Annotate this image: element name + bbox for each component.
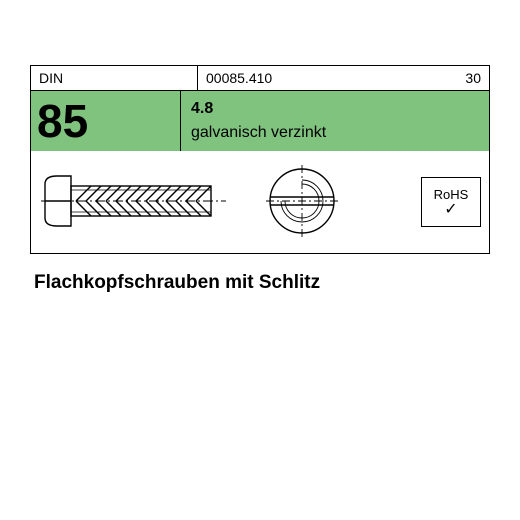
- rohs-label: RoHS: [434, 187, 469, 202]
- article-number: 00085.410: [198, 66, 428, 90]
- screw-top-view-icon: [266, 165, 338, 237]
- spec-details: 4.8 galvanisch verzinkt: [181, 91, 489, 151]
- product-spec-card: DIN 00085.410 30 85 4.8 galvanisch verzi…: [0, 0, 520, 520]
- grade: 4.8: [191, 97, 479, 121]
- standard-label: DIN: [31, 66, 198, 90]
- din-number: 85: [31, 91, 181, 151]
- spec-row: 85 4.8 galvanisch verzinkt: [31, 91, 489, 151]
- check-icon: ✓: [444, 202, 457, 218]
- diagram-row: RoHS ✓: [31, 151, 489, 253]
- spec-frame: DIN 00085.410 30 85 4.8 galvanisch verzi…: [30, 65, 490, 254]
- header-row: DIN 00085.410 30: [31, 66, 489, 91]
- finish: galvanisch verzinkt: [191, 121, 479, 145]
- screw-side-view-icon: [41, 172, 226, 230]
- rohs-badge: RoHS ✓: [421, 177, 481, 227]
- product-title: Flachkopfschrauben mit Schlitz: [30, 254, 490, 294]
- right-code: 30: [428, 66, 489, 90]
